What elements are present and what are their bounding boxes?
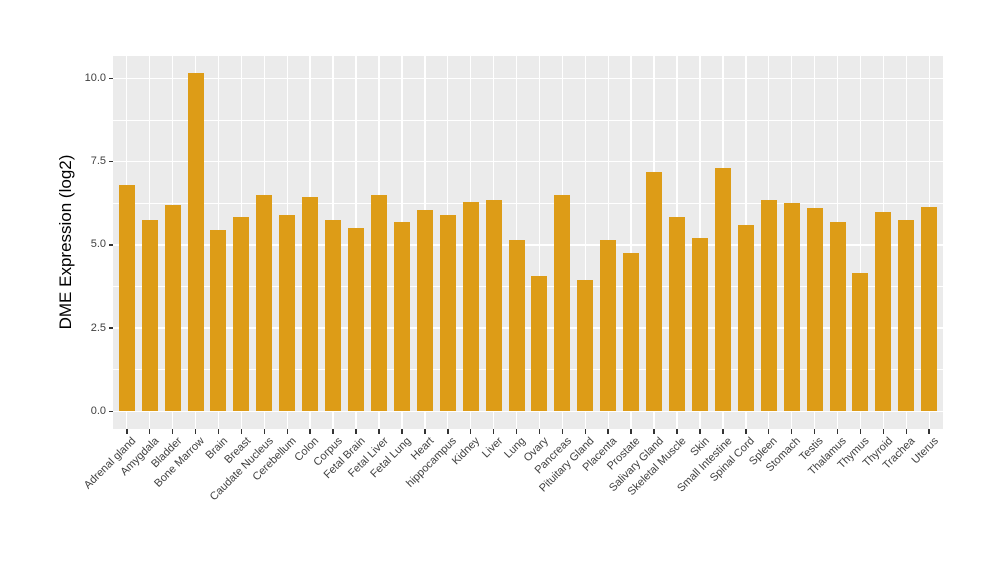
minor-gridline [113, 202, 943, 204]
bar-spinal-cord [737, 224, 754, 412]
x-tick-mark [355, 429, 357, 434]
y-tick-label: 0.0 [90, 404, 106, 417]
x-tick-mark [653, 429, 655, 434]
bar-testis [806, 208, 823, 412]
x-tick-mark [538, 429, 541, 434]
x-tick-mark [699, 429, 701, 434]
category-gridline [538, 56, 541, 429]
major-gridline [113, 327, 943, 329]
minor-gridline [113, 286, 943, 287]
x-tick-mark [447, 429, 449, 434]
bar-corpus [325, 219, 342, 412]
x-tick-mark [676, 429, 678, 434]
x-tick-mark [378, 429, 380, 434]
x-tick-mark [263, 429, 266, 434]
bar-stomach [783, 203, 800, 412]
bar-skin [691, 238, 708, 412]
bar-fetal-liver [370, 194, 387, 412]
minor-gridline [113, 119, 943, 121]
bar-spleen [760, 199, 777, 412]
x-tick-mark [126, 429, 128, 434]
major-gridline [113, 77, 943, 79]
bar-caudate-nucleus [256, 194, 273, 412]
bar-adrenal-gland [118, 184, 135, 412]
bar-uterus [921, 206, 938, 412]
bar-pancreas [554, 194, 571, 412]
x-tick-mark [905, 429, 908, 434]
bar-colon [302, 196, 319, 412]
x-tick-mark [859, 429, 862, 434]
x-tick-mark [722, 429, 724, 434]
bar-breast [233, 216, 250, 412]
bar-bladder [164, 204, 181, 412]
x-tick-mark [584, 429, 587, 434]
bar-fetal-lung [393, 221, 410, 412]
category-gridline [630, 56, 632, 429]
x-tick-mark [767, 429, 770, 434]
bar-hippocampus [439, 214, 456, 412]
x-tick-mark [813, 429, 816, 434]
y-tick-label: 2.5 [90, 321, 106, 334]
bar-brain [210, 229, 227, 412]
y-tick-mark [108, 77, 113, 80]
x-tick-mark [332, 429, 334, 434]
x-tick-mark [836, 429, 839, 434]
x-tick-mark [424, 429, 426, 434]
bar-skeletal-muscle [669, 216, 686, 412]
bar-thalamus [829, 221, 846, 412]
x-tick-mark [286, 429, 288, 434]
y-tick-label: 10.0 [84, 71, 106, 84]
bar-thymus [852, 273, 869, 412]
plot-panel [113, 56, 943, 429]
x-tick-mark [515, 429, 518, 434]
x-tick-mark [790, 429, 793, 434]
y-tick-mark [108, 410, 113, 413]
y-tick-label: 5.0 [90, 238, 106, 251]
bar-cerebellum [279, 214, 296, 412]
bar-trachea [898, 219, 915, 412]
category-gridline [859, 56, 862, 429]
x-tick-mark [401, 429, 403, 434]
bar-small-intestine [714, 168, 731, 412]
x-tick-mark [928, 429, 930, 434]
x-tick-mark [607, 429, 609, 434]
bar-prostate [623, 253, 640, 412]
x-tick-mark [148, 429, 151, 434]
bar-liver [485, 199, 502, 412]
x-tick-mark [469, 429, 472, 434]
y-tick-mark [108, 160, 113, 163]
x-tick-mark [882, 429, 885, 434]
y-tick-mark [108, 327, 113, 329]
minor-gridline [113, 369, 943, 371]
major-gridline [113, 244, 943, 246]
x-tick-mark [240, 429, 243, 434]
x-tick-mark [309, 429, 311, 434]
major-gridline [113, 160, 943, 163]
x-tick-mark [561, 429, 564, 434]
bar-pituitary-gland [577, 279, 594, 412]
x-tick-label-text: Liver [479, 435, 506, 461]
bar-fetal-brain [348, 228, 365, 412]
bar-bone-marrow [187, 73, 204, 412]
y-tick-label: 7.5 [90, 155, 106, 168]
x-tick-mark [217, 429, 220, 434]
category-gridline [584, 56, 586, 429]
bar-heart [416, 209, 433, 412]
bar-ovary [531, 276, 548, 412]
x-tick-mark [171, 429, 174, 434]
x-tick-mark [630, 429, 632, 434]
x-tick-mark [492, 429, 495, 434]
bar-salivary-gland [646, 171, 663, 412]
bar-thyroid [875, 211, 892, 412]
y-tick-mark [108, 244, 113, 246]
bar-lung [508, 239, 525, 412]
x-tick-mark [194, 429, 197, 434]
bar-placenta [600, 239, 617, 412]
bar-kidney [462, 201, 479, 412]
x-tick-mark [745, 429, 747, 434]
major-gridline [113, 410, 943, 413]
bar-amygdala [141, 219, 158, 412]
